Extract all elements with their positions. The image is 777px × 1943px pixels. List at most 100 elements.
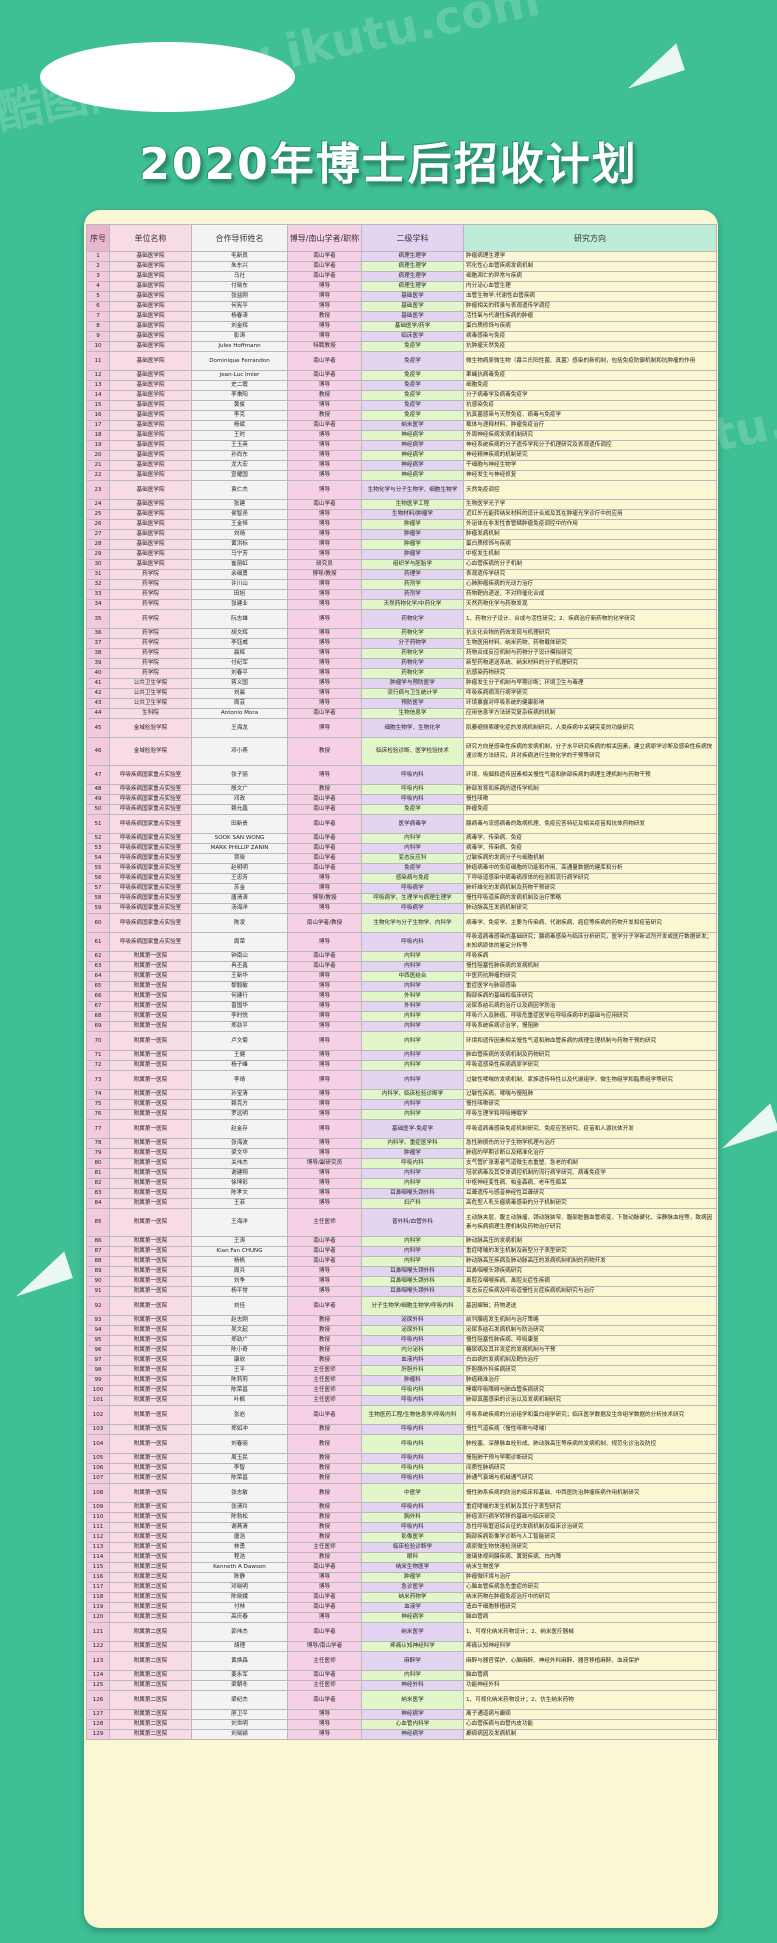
discipline: 天然药物化学/中药化学 (361, 599, 464, 610)
research-direction: 神经系统疾病的分子遗传学和分子机理研究及表观遗传调控 (463, 440, 717, 451)
discipline: 纳米医学 (361, 1622, 464, 1642)
unit-name: 基础医学院 (109, 420, 192, 431)
unit-name: 附属第二医院 (109, 1622, 192, 1642)
unit-name: 基础医学院 (109, 370, 192, 381)
research-direction: 中枢神经变性病、帕金森病、老年性痴呆 (463, 1178, 717, 1189)
research-direction: 病原微生物快速检测研究 (463, 1542, 717, 1553)
research-direction: 慢性咳嗽 (463, 794, 717, 805)
research-direction: 纳米生物医学 (463, 1562, 717, 1573)
mentor-title: 南山学者 (287, 271, 362, 282)
row-index: 46 (86, 737, 110, 766)
mentor-title: 博导 (287, 1286, 362, 1297)
table-row: 69 附属第一医院 郑劲平 博导 内科学 呼吸系统疾病诊治学，慢阻肺 (86, 1021, 717, 1032)
discipline: 神经病学 (361, 470, 464, 481)
table-row: 109 附属第一医院 张清玲 教授 呼吸内科 重症哮喘的发生机制及其分子表型研究 (86, 1502, 717, 1513)
mentor-name: 关伟杰 (191, 1158, 288, 1169)
unit-name: 附属第一医院 (109, 1395, 192, 1406)
mentor-name: 陈荣昌 (191, 1385, 288, 1396)
discipline: 感染病与免疫 (361, 873, 464, 884)
unit-name: 公共卫生学院 (109, 678, 192, 689)
mentor-name: 姜永军 (191, 1670, 288, 1681)
header-unit: 单位名称 (109, 224, 192, 252)
mentor-title: 教授 (287, 737, 362, 766)
mentor-title: 博导 (287, 400, 362, 411)
header-index: 序号 (86, 224, 110, 252)
mentor-name: 郑劲广 (191, 1335, 288, 1346)
unit-name: 呼吸疾病国家重点实验室 (109, 853, 192, 864)
unit-name: 附属第一医院 (109, 1236, 192, 1247)
table-row: 22 基础医学院 宣耀国 博导 神经病学 神经发生与神经修复 (86, 470, 717, 481)
mentor-title: 博导 (287, 1709, 362, 1720)
row-index: 32 (86, 579, 110, 590)
research-direction: 肿瘤微环境与治疗 (463, 1572, 717, 1583)
unit-name: 附属第二医院 (109, 1572, 192, 1583)
discipline: 病理生理学 (361, 271, 464, 282)
mentor-title: 博导 (287, 529, 362, 540)
discipline: 内科学 (361, 1021, 464, 1032)
row-index: 16 (86, 410, 110, 421)
research-direction: 泌尿系结石病的治疗以及病因学防治 (463, 1001, 717, 1012)
mentor-title: 南山学者 (287, 1622, 362, 1642)
mentor-name: Jean-Luc Imler (191, 370, 288, 381)
row-index: 23 (86, 480, 110, 500)
research-direction: 环境和遗传因素相关慢性气道和肺血管疾病的病理生理机制与药物干预的研究 (463, 1031, 717, 1051)
discipline: 肿瘤学与预防医学 (361, 678, 464, 689)
unit-name: 基础医学院 (109, 430, 192, 441)
table-row: 66 附属第一医院 何建行 博导 外科学 胸部疾病的基础和临床研究 (86, 991, 717, 1002)
table-row: 67 附属第一医院 曾国华 博导 外科学 泌尿系结石病的治疗以及病因学防治 (86, 1001, 717, 1012)
mentor-title: 南山学者 (287, 853, 362, 864)
research-direction: 肺癌精准治疗 (463, 1375, 717, 1386)
mentor-title: 研究员 (287, 559, 362, 570)
mentor-name: 刘争 (191, 1276, 288, 1287)
discipline: 内科学 (361, 1178, 464, 1189)
unit-name: 附属第一医院 (109, 971, 192, 982)
row-index: 40 (86, 668, 110, 679)
research-direction: 近红外光能转纳米材料的设计合成及其在肿瘤光学诊疗中的应用 (463, 509, 717, 520)
row-index: 81 (86, 1168, 110, 1179)
discipline: 内科学、临床检验诊断学 (361, 1089, 464, 1100)
row-index: 84 (86, 1198, 110, 1209)
row-index: 58 (86, 893, 110, 904)
row-index: 45 (86, 718, 110, 738)
row-index: 19 (86, 440, 110, 451)
research-direction: 泌尿系结石发病机制与防治研究 (463, 1325, 717, 1336)
mentor-title: 教授 (287, 1434, 362, 1454)
research-direction: 纳米药物在肿瘤免疫治疗中的研究 (463, 1592, 717, 1603)
row-index: 17 (86, 420, 110, 431)
discipline: 医学病毒学 (361, 814, 464, 834)
mentor-name: 陈静 (191, 1572, 288, 1583)
mentor-name: 康欣 (191, 1355, 288, 1366)
mentor-title: 博导/副研究员 (287, 1158, 362, 1169)
table-row: 28 基础医学院 黄洪标 博导 肿瘤学 蛋白质修饰与疾病 (86, 539, 717, 550)
mentor-name: 陈勃松 (191, 1512, 288, 1523)
mentor-name: 汤海洋 (191, 903, 288, 914)
unit-name: 公共卫生学院 (109, 698, 192, 709)
mentor-title: 主任医师 (287, 1385, 362, 1396)
mentor-title: 博导 (287, 1178, 362, 1189)
unit-name: 基础医学院 (109, 549, 192, 560)
mentor-name: 苏金 (191, 883, 288, 894)
research-direction: 肺部发育和疾病的遗传学机制 (463, 784, 717, 795)
unit-name: 附属第一医院 (109, 1246, 192, 1257)
mentor-title: 教授 (287, 410, 362, 421)
unit-name: 呼吸疾病国家重点实验室 (109, 804, 192, 815)
research-direction: 麻醉与器官保护、心脑麻醉、神经外科麻醉、器官移植麻醉、血液保护 (463, 1651, 717, 1671)
table-row: 68 附属第一医院 李时悦 博导 内科学 呼吸介入及肺癌、呼吸危重症医学在呼吸疾病中的基础… (86, 1011, 717, 1022)
row-index: 31 (86, 569, 110, 580)
discipline: 神经病学 (361, 440, 464, 451)
row-index: 103 (86, 1424, 110, 1435)
discipline: 纳米医学 (361, 420, 464, 431)
row-index: 51 (86, 814, 110, 834)
unit-name: 基础医学院 (109, 529, 192, 540)
research-direction: 病毒学、传染病、免疫 (463, 843, 717, 854)
row-index: 7 (86, 311, 110, 322)
research-direction: 肺血管疾病的发病机制及药物研究 (463, 1050, 717, 1061)
mentor-name: 唐清涛 (191, 893, 288, 904)
row-index: 66 (86, 991, 110, 1002)
discipline: 内科学 (361, 843, 464, 854)
mentor-name: 王菲 (191, 1198, 288, 1209)
mentor-title: 博导 (287, 599, 362, 610)
research-direction: 天然药物化学与药物发现 (463, 599, 717, 610)
mentor-title: 南山学者 (287, 420, 362, 431)
unit-name: 呼吸疾病国家重点实验室 (109, 814, 192, 834)
